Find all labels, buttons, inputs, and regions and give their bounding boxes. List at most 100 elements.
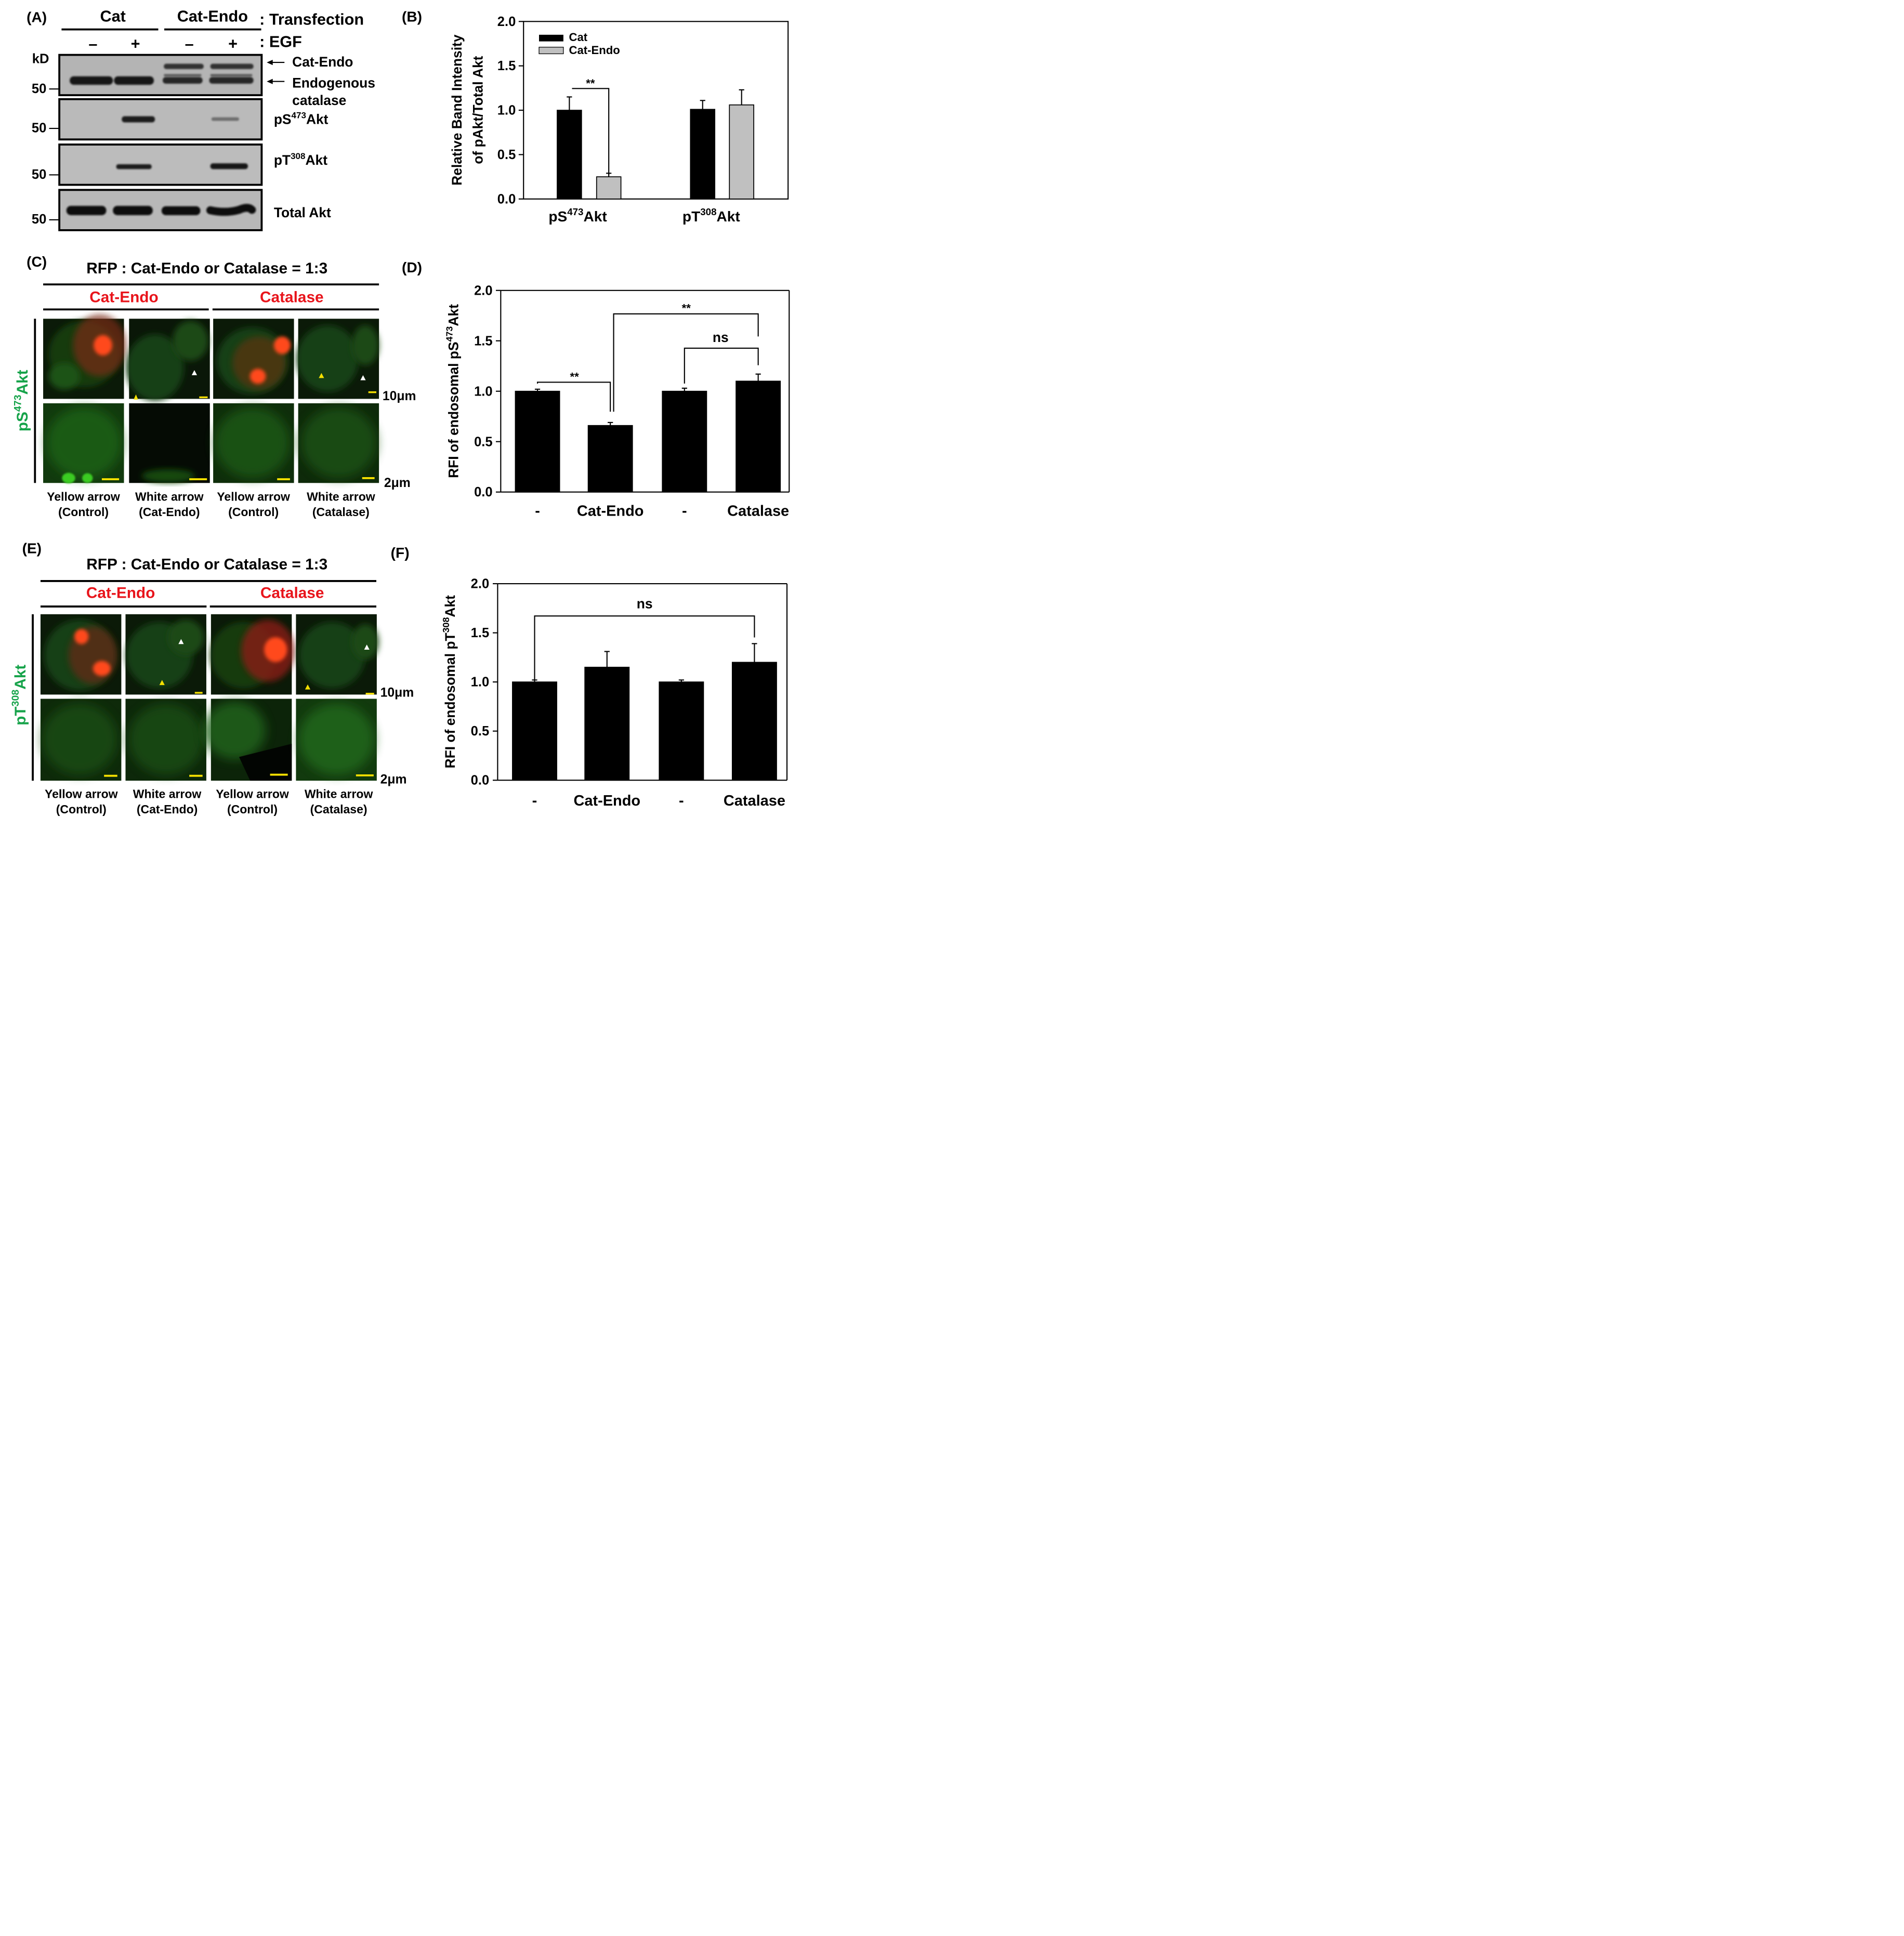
panel-c-ratio-title: RFP : Cat-Endo or Catalase = 1:3 [86,260,327,277]
legend-label-cat: Cat [569,31,588,44]
chart-d-significance: ** ** ns [536,301,759,412]
chart-f-ytick-label-1: 0.5 [471,724,490,739]
chart-d-bar-0 [515,390,560,493]
blot-bands [66,63,256,216]
panel-e-zoom-4 [296,699,377,781]
figure-canvas: (A) Cat Cat-Endo : Transfection – + – + … [10,8,790,816]
chart-d-bars [515,373,781,493]
arrow-cat-endo-head [267,59,273,65]
panel-e-label: (E) [22,541,42,557]
panel-c-image-3 [213,319,294,399]
panel-d-label: (D) [402,259,422,275]
legend-swatch-cat-endo [539,47,564,55]
sig-bracket-d-2 [613,313,759,412]
band-endogenous-2 [114,76,154,85]
chart-b-bar-0-0 [557,110,582,200]
chart-f-ytick-label-2: 1.0 [471,675,490,690]
panel-b-label: (B) [402,9,422,25]
chart-d-ytick-label-4: 2.0 [474,283,493,298]
band-label-endogenous-2: catalase [292,93,346,108]
yellow-arrowhead-e-4 [305,684,311,690]
panel-e-zoom-1 [40,699,122,781]
band-cat-endo-3 [164,63,204,69]
transfection-group-cat-endo: Cat-Endo [177,8,248,25]
transfection-group-cat: Cat [100,8,125,25]
caption-e-3-line2: (Control) [227,802,278,816]
panel-c-captions: Yellow arrow (Control) White arrow (Cat-… [47,490,375,519]
panel-c-group-catalase: Catalase [260,288,324,306]
chart-d-category-4: Catalase [727,503,789,519]
legend-label-cat-endo: Cat-Endo [569,44,620,57]
chart-f-category-4: Catalase [724,793,785,809]
band-cat-endo-4 [210,63,254,69]
chart-f-ytick-label-3: 1.5 [471,626,490,640]
band-label-total-akt: Total Akt [274,205,331,220]
figure-stage: (A) Cat Cat-Endo : Transfection – + – + … [0,0,811,824]
band-total-1 [66,206,107,215]
chart-b-ylabel-line2: of pAkt/Total Akt [470,56,485,164]
caption-e-2-line1: White arrow [133,787,202,800]
chart-b-category-1: pS473Akt [548,206,607,225]
band-endogenous-1 [70,76,113,85]
panel-a-label: (A) [27,9,47,25]
egf-sign-4: + [228,35,238,53]
kd-label: kD [32,51,49,66]
chart-b-ytick-label-0: 0.0 [497,192,516,206]
caption-c-1-line2: (Control) [58,505,109,519]
chart-d-ytick-label-2: 1.0 [474,384,493,399]
chart-d-ytick-label-0: 0.0 [474,485,493,499]
panel-e-zoom-2 [125,699,206,781]
size-markers: 50 50 50 50 [32,82,60,227]
panel-e-zoom-3 [203,699,292,781]
panel-e-image-1 [40,614,122,695]
band-total-2 [113,206,153,215]
egf-sign-1: – [88,35,97,53]
chart-d-bar-3 [736,380,781,493]
marker-50-1: 50 [32,82,46,96]
caption-e-4-line1: White arrow [305,787,373,800]
chart-f-categories: - Cat-Endo - Catalase [532,793,785,809]
panel-e-scale-top: 10μm [380,686,414,700]
white-arrowhead-c-4 [360,375,366,380]
caption-c-1-line1: Yellow arrow [47,490,120,503]
panel-e-image-4 [296,614,379,695]
panel-e-captions: Yellow arrow (Control) White arrow (Cat-… [45,787,373,816]
chart-f-significance: ns [534,596,755,680]
chart-b-axis: 0.0 0.5 1.0 1.5 2.0 [497,15,524,206]
marker-50-2: 50 [32,121,46,136]
chart-d-ytick-label-3: 1.5 [474,334,493,348]
chart-f-category-1: - [532,793,537,809]
chart-d-ylabel: RFI of endosomal pS473Akt [444,304,461,478]
panel-c-image-row-1 [43,314,379,401]
chart-f-category-2: Cat-Endo [573,793,640,809]
sig-label-d-1: ** [570,371,580,384]
chart-d-ytick-label-1: 0.5 [474,434,493,449]
caption-c-3-line1: Yellow arrow [217,490,290,503]
marker-50-4: 50 [32,212,46,227]
panel-e-microscopy: (E) RFP : Cat-Endo or Catalase = 1:3 Cat… [10,541,414,816]
sig-label-b: ** [586,77,595,90]
panel-d-chart: (D) 0.0 0.5 1.0 1.5 2.0 RFI of endosomal pS4… [402,259,790,519]
chart-f-bar-3 [731,662,777,781]
chart-d-axis: 0.0 0.5 1.0 1.5 2.0 [474,283,501,499]
caption-c-4-line1: White arrow [307,490,375,503]
panel-e-side-label: pT308Akt [10,665,29,726]
chart-b-bars [557,89,754,200]
white-arrowhead-c-2 [191,370,198,375]
arrow-endogenous-head [267,78,273,84]
caption-c-3-line2: (Control) [228,505,279,519]
yellow-arrowhead-c-2 [134,394,138,400]
sig-label-f: ns [637,596,653,611]
legend-swatch-cat [539,34,563,42]
chart-b-legend: Cat Cat-Endo [539,31,620,57]
band-pt308-2 [116,164,152,169]
band-ps473-4 [211,117,239,121]
panel-c-image-4 [296,319,379,399]
panel-e-image-2 [125,614,206,695]
egf-sign-3: – [185,35,194,53]
chart-b-ytick-label-2: 1.0 [497,103,516,118]
panel-c-image-row-2 [43,403,379,484]
egf-label: : EGF [259,33,302,51]
band-ps473-2 [122,116,155,123]
panel-e-scale-bottom: 2μm [380,773,407,787]
